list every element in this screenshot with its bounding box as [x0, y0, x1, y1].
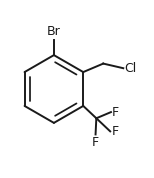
Text: Br: Br	[47, 25, 61, 38]
Text: F: F	[112, 106, 119, 119]
Text: F: F	[92, 136, 99, 149]
Text: F: F	[111, 125, 118, 138]
Text: Cl: Cl	[125, 62, 137, 75]
